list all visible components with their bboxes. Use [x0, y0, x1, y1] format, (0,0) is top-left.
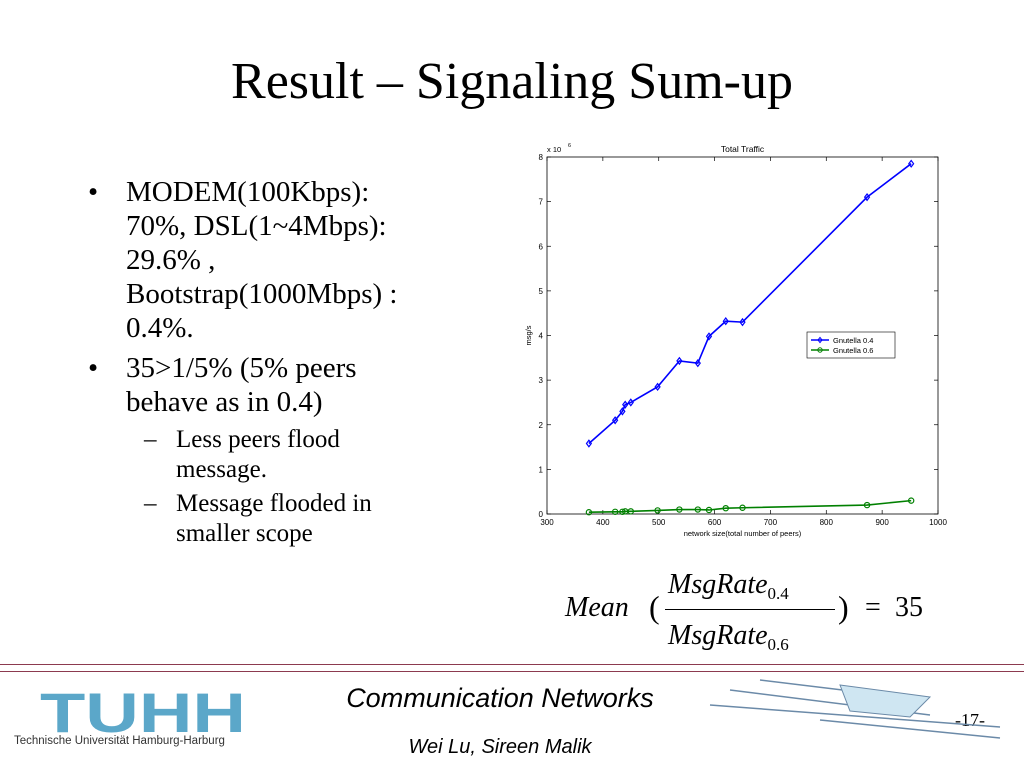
y-tick-label: 3 [539, 376, 544, 385]
y-tick-label: 4 [539, 332, 544, 341]
bullet-item: • 35>1/5% (5% peers behave as in 0.4) [88, 351, 508, 419]
y-tick-label: 0 [539, 510, 544, 519]
y-tick-label: 5 [539, 287, 544, 296]
y-tick-label: 2 [539, 421, 544, 430]
sub-bullet-line: Less peers flood [176, 426, 340, 453]
data-point [694, 506, 702, 513]
sub-bullet-line: Message flooded in [176, 490, 372, 517]
data-point [863, 501, 871, 509]
data-point [585, 509, 593, 516]
legend-box [806, 331, 896, 359]
x-axis-label: network size(total number of peers) [684, 529, 802, 538]
bullet-list: • MODEM(100Kbps): 70%, DSL(1~4Mbps): 29.… [88, 175, 508, 553]
formula-mean: Mean [565, 592, 629, 623]
logo-wordmark: TUHH [40, 690, 246, 734]
y-axis-multiplier: x 10 [547, 145, 561, 154]
data-point [722, 504, 729, 512]
authors: Wei Lu, Sireen Malik [408, 736, 592, 758]
x-tick-label: 300 [540, 518, 554, 527]
y-axis-label: msg/s [524, 325, 533, 345]
data-point [619, 407, 626, 416]
formula-equals: = [865, 592, 881, 623]
formula-open-paren: ( [649, 589, 660, 625]
bullet-item: • MODEM(100Kbps): 70%, DSL(1~4Mbps): 29.… [88, 175, 508, 345]
chart-title: Total Traffic [721, 144, 765, 154]
bullet-line: Bootstrap(1000Mbps) : [126, 278, 398, 310]
bullet-line: MODEM(100Kbps): [126, 176, 370, 208]
logo-subtitle: Technische Universität Hamburg-Harburg [14, 735, 225, 747]
data-point [627, 398, 634, 407]
x-tick-label: 1000 [929, 518, 947, 527]
data-point [622, 400, 629, 409]
data-point [654, 507, 661, 514]
data-point [611, 416, 619, 425]
x-tick-label: 600 [708, 518, 722, 527]
fraction-bar [665, 609, 835, 610]
data-point [705, 332, 713, 341]
x-tick-label: 400 [596, 518, 610, 527]
bullet-line: 0.4%. [126, 312, 194, 344]
data-point [611, 508, 619, 515]
decorative-lines [709, 679, 1001, 739]
y-axis-multiplier-exponent: 6 [568, 143, 571, 149]
sub-bullet-line: smaller scope [176, 520, 313, 547]
slide-title: Result – Signaling Sum-up [231, 53, 793, 110]
series-line [588, 163, 912, 445]
formula-close-paren: ) [838, 589, 849, 625]
legend-marker [817, 336, 823, 344]
sub-bullet-line: message. [176, 456, 267, 483]
decorative-plane-shape [839, 684, 932, 718]
formula-value: 35 [895, 592, 923, 623]
x-tick-label: 900 [875, 518, 889, 527]
course-title: Communication Networks [346, 683, 654, 713]
bullet-line: 70%, DSL(1~4Mbps): [126, 210, 387, 242]
formula-denominator: MsgRate0.6 [668, 620, 789, 654]
data-point [907, 497, 915, 504]
footer-rule [0, 671, 1024, 672]
data-point [705, 506, 713, 514]
total-traffic-chart: 300 400 500 600 700 800 900 1000 0 1 2 3 4 5 6 7 8 Total … [524, 143, 947, 538]
legend-label: Gnutella 0.6 [833, 346, 873, 355]
mean-formula: Mean ( MsgRate0.4 MsgRate0.6 ) = 35 [565, 565, 945, 665]
data-point [627, 508, 634, 515]
data-point [908, 159, 915, 168]
sub-bullet-item: – Message flooded in smaller scope [132, 489, 508, 549]
data-point [739, 504, 746, 511]
data-point [694, 358, 701, 368]
dash-glyph: – [144, 426, 157, 453]
bullet-line: behave as in 0.4) [126, 386, 323, 418]
footer-rule [0, 664, 1024, 665]
data-point [654, 382, 661, 392]
bullet-line: 35>1/5% (5% peers [126, 352, 357, 384]
dash-glyph: – [144, 490, 157, 517]
data-point [676, 356, 683, 366]
bullet-glyph: • [88, 352, 99, 384]
data-point [619, 508, 626, 515]
sub-bullet-item: – Less peers flood message. [132, 425, 508, 485]
data-point [722, 317, 729, 326]
y-tick-label: 1 [539, 465, 544, 474]
y-tick-label: 8 [539, 153, 544, 162]
data-point [739, 317, 746, 327]
legend-label: Gnutella 0.4 [833, 336, 873, 345]
x-tick-label: 500 [652, 518, 666, 527]
data-point [676, 506, 683, 513]
y-tick-label: 6 [539, 242, 544, 251]
data-point [585, 439, 593, 448]
x-tick-label: 800 [820, 518, 834, 527]
legend-marker [817, 347, 823, 353]
data-point [863, 192, 871, 202]
bullet-line: 29.6% , [126, 244, 216, 276]
formula-numerator: MsgRate0.4 [668, 569, 789, 603]
x-tick-label: 700 [764, 518, 778, 527]
tuhh-logo: TUHH [40, 690, 246, 734]
bullet-glyph: • [88, 176, 99, 208]
y-tick-label: 7 [539, 198, 544, 207]
